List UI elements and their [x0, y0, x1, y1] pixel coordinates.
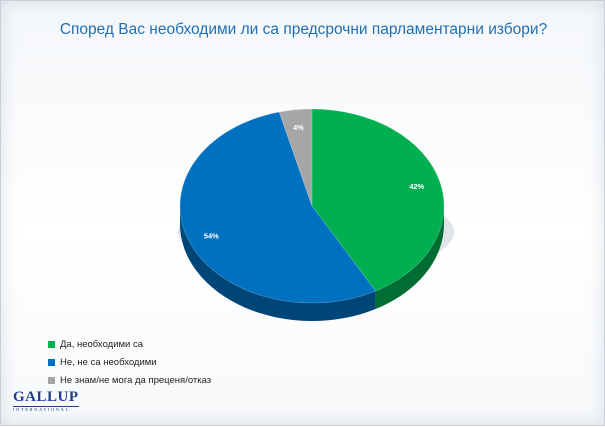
legend-item-3: Не знам/не мога да преценя/отказ [48, 374, 211, 387]
data-label-3: 4% [293, 123, 304, 132]
legend-swatch-2 [48, 359, 55, 366]
data-label-1: 42% [409, 182, 424, 191]
legend: Да, необходими са Не, не са необходими Не … [48, 338, 211, 392]
legend-label-2: Не, не са необходими [60, 357, 157, 368]
logo-main-text: GALLUP [13, 389, 79, 405]
logo-sub-text: INTERNATIONAL [13, 406, 79, 413]
data-label-2: 54% [204, 231, 219, 240]
legend-swatch-1 [48, 341, 55, 348]
chart-title: Според Вас необходими ли са предсрочни п… [59, 21, 548, 38]
pie-slice-side-1 [375, 206, 444, 310]
pie-slice-3 [278, 108, 313, 207]
pie-slice-1 [311, 108, 445, 292]
legend-item-2: Не, не са необходими [48, 356, 211, 369]
pie-slice-side-2 [180, 206, 376, 321]
legend-label-3: Не знам/не мога да преценя/отказ [60, 375, 212, 386]
legend-swatch-3 [48, 377, 55, 384]
pie-slice-2 [179, 111, 377, 304]
legend-label-1: Да, необходими са [60, 339, 144, 350]
gallup-logo: GALLUP INTERNATIONAL [13, 390, 79, 413]
legend-item-1: Да, необходими са [48, 338, 211, 351]
